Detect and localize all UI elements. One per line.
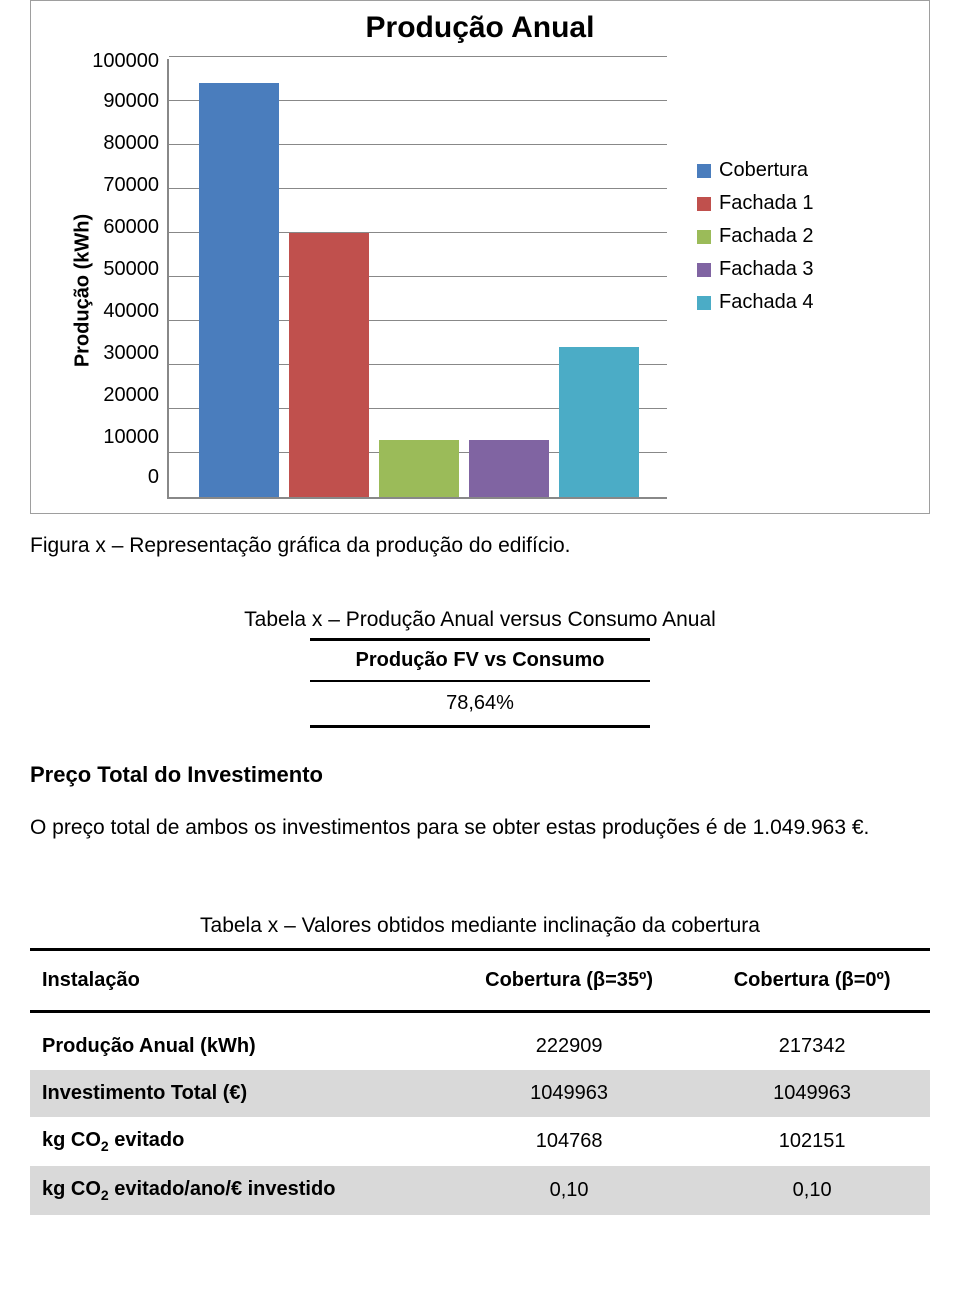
table2-col1: Cobertura (β=35º) bbox=[444, 949, 694, 1011]
table2-col2: Cobertura (β=0º) bbox=[694, 949, 930, 1011]
y-tick-label: 40000 bbox=[103, 301, 159, 321]
bar-fachada-2 bbox=[379, 440, 459, 497]
chart-title: Produção Anual bbox=[41, 11, 919, 45]
legend-item: Cobertura bbox=[697, 159, 919, 182]
section-body: O preço total de ambos os investimentos … bbox=[30, 812, 930, 844]
legend-label: Fachada 2 bbox=[719, 225, 814, 248]
table2-row-col2: 0,10 bbox=[694, 1166, 930, 1215]
table1-header: Produção FV vs Consumo bbox=[310, 640, 650, 682]
page: Produção Anual Produção (kWh) 1000009000… bbox=[0, 0, 960, 1255]
legend-swatch bbox=[697, 230, 711, 244]
chart-legend: Cobertura Fachada 1 Fachada 2 Fachada 3 Fach… bbox=[667, 59, 919, 499]
bar-fachada-4 bbox=[559, 347, 639, 497]
legend-swatch bbox=[697, 197, 711, 211]
legend-item: Fachada 3 bbox=[697, 258, 919, 281]
legend-label: Fachada 4 bbox=[719, 291, 814, 314]
y-tick-label: 70000 bbox=[103, 175, 159, 195]
legend-item: Fachada 4 bbox=[697, 291, 919, 314]
y-axis-label: Produção (kWh) bbox=[72, 201, 95, 381]
legend-label: Fachada 3 bbox=[719, 258, 814, 281]
table2-row: Produção Anual (kWh)222909217342 bbox=[30, 1011, 930, 1070]
y-tick-label: 0 bbox=[148, 467, 159, 487]
y-tick-label: 90000 bbox=[103, 91, 159, 111]
section-heading: Preço Total do Investimento bbox=[30, 762, 930, 788]
table1: Produção FV vs Consumo 78,64% bbox=[310, 638, 650, 728]
chart-body: Produção (kWh) 1000009000080000700006000… bbox=[41, 59, 919, 499]
table2-row-col2: 102151 bbox=[694, 1117, 930, 1166]
table2-row: kg CO2 evitado104768102151 bbox=[30, 1117, 930, 1166]
chart-plot-area bbox=[167, 59, 667, 499]
table2-row-col2: 217342 bbox=[694, 1011, 930, 1070]
chart-frame: Produção Anual Produção (kWh) 1000009000… bbox=[30, 0, 930, 514]
table2-row-col2: 1049963 bbox=[694, 1070, 930, 1117]
table2-row: Investimento Total (€)10499631049963 bbox=[30, 1070, 930, 1117]
table2: Instalação Cobertura (β=35º) Cobertura (… bbox=[30, 948, 930, 1215]
legend-swatch bbox=[697, 164, 711, 178]
table2-row-col1: 0,10 bbox=[444, 1166, 694, 1215]
legend-label: Cobertura bbox=[719, 159, 808, 182]
legend-label: Fachada 1 bbox=[719, 192, 814, 215]
table2-row-col1: 104768 bbox=[444, 1117, 694, 1166]
bar-fachada-1 bbox=[289, 233, 369, 497]
bar-fachada-3 bbox=[469, 440, 549, 497]
table2-row-label: Investimento Total (€) bbox=[30, 1070, 444, 1117]
y-tick-label: 80000 bbox=[103, 133, 159, 153]
figure-caption: Figura x – Representação gráfica da prod… bbox=[30, 534, 930, 558]
table2-row-label: kg CO2 evitado/ano/€ investido bbox=[30, 1166, 444, 1215]
y-tick-label: 10000 bbox=[103, 427, 159, 447]
table2-caption: Tabela x – Valores obtidos mediante incl… bbox=[30, 914, 930, 938]
legend-item: Fachada 2 bbox=[697, 225, 919, 248]
table1-caption: Tabela x – Produção Anual versus Consumo… bbox=[30, 608, 930, 632]
y-axis-label-wrap: Produção (kWh) bbox=[41, 59, 77, 499]
table2-col0: Instalação bbox=[30, 949, 444, 1011]
y-tick-label: 60000 bbox=[103, 217, 159, 237]
y-tick-label: 30000 bbox=[103, 343, 159, 363]
y-tick-label: 100000 bbox=[92, 51, 159, 71]
gridline bbox=[169, 56, 667, 57]
table2-row-label: Produção Anual (kWh) bbox=[30, 1011, 444, 1070]
bar-cobertura bbox=[199, 83, 279, 497]
table2-row-col1: 1049963 bbox=[444, 1070, 694, 1117]
legend-item: Fachada 1 bbox=[697, 192, 919, 215]
legend-swatch bbox=[697, 263, 711, 277]
y-tick-label: 50000 bbox=[103, 259, 159, 279]
table1-value: 78,64% bbox=[310, 681, 650, 727]
y-tick-label: 20000 bbox=[103, 385, 159, 405]
table2-row-label: kg CO2 evitado bbox=[30, 1117, 444, 1166]
table2-row: kg CO2 evitado/ano/€ investido0,100,10 bbox=[30, 1166, 930, 1215]
legend-swatch bbox=[697, 296, 711, 310]
table2-row-col1: 222909 bbox=[444, 1011, 694, 1070]
